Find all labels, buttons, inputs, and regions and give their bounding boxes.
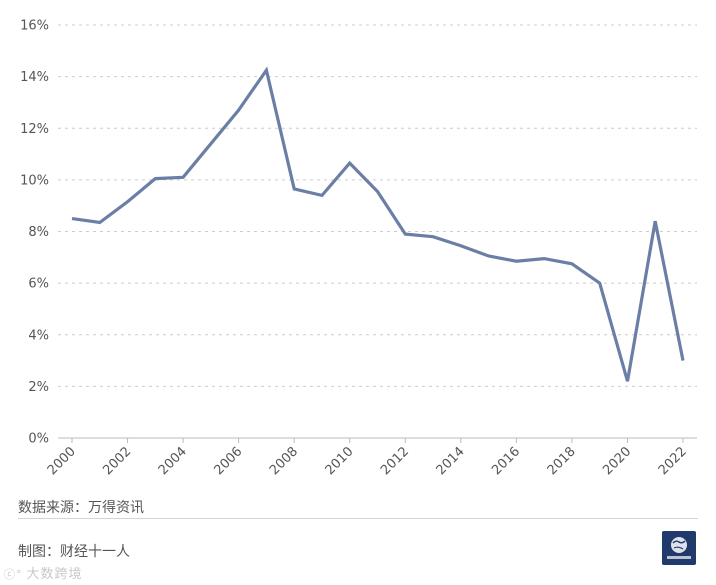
x-tick-label: 2008: [267, 444, 301, 478]
source-note: 数据来源：万得资讯: [18, 500, 144, 516]
x-tick-label: 2004: [156, 444, 190, 478]
y-tick-label: 6%: [28, 277, 49, 292]
x-tick-label: 2022: [656, 444, 690, 478]
x-tick-label: 2020: [600, 444, 634, 478]
y-tick-label: 0%: [28, 432, 49, 447]
maker-note: 制图：财经十一人: [18, 544, 130, 560]
series-layer: [71, 66, 685, 382]
y-tick-label: 2%: [28, 380, 49, 395]
y-tick-label: 16%: [20, 19, 49, 34]
x-tick-label: 2018: [545, 444, 579, 478]
x-tick-label: 2002: [100, 444, 134, 478]
x-axis-ticks: 2000 2002 2004 2006 2008 2010 2012 2014 2016 2018…: [45, 438, 690, 478]
gridlines: [58, 24, 697, 387]
watermark-text: 大数跨境: [26, 567, 83, 582]
line-chart: 0%2%4%6%8%10%12%14%16% 2000 2002 2004 2006 2…: [20, 19, 697, 478]
x-tick-label: 2016: [489, 444, 523, 478]
y-tick-label: 4%: [28, 328, 49, 343]
y-tick-label: 14%: [20, 70, 49, 85]
y-tick-label: 12%: [20, 122, 49, 137]
brand-logo: [662, 531, 696, 565]
x-tick-label: 2006: [211, 444, 245, 478]
watermark: ⓒ° 大数跨境: [4, 563, 83, 582]
x-tick-label: 2014: [434, 444, 468, 478]
x-tick-label: 2012: [378, 444, 412, 478]
y-tick-label: 8%: [28, 225, 49, 240]
y-tick-label: 10%: [20, 173, 49, 188]
globe-icon: [667, 537, 691, 559]
y-axis-ticks: 0% 2% 4% 6% 8% 10% 12% 14% 16%: [20, 19, 49, 447]
x-tick-label: 2000: [45, 444, 79, 478]
watermark-logo-icon: ⓒ°: [4, 568, 23, 581]
footer-divider: [18, 518, 698, 519]
x-tick-label: 2010: [323, 444, 357, 478]
